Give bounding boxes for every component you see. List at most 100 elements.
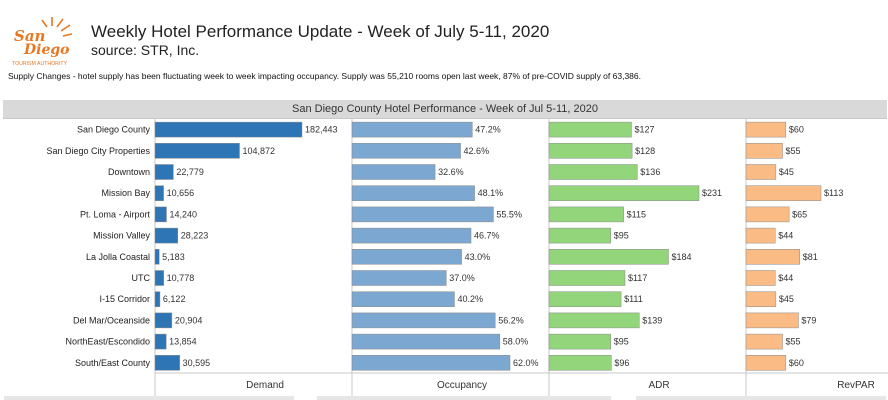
bar	[548, 270, 626, 286]
category-label: San Diego City Properties	[46, 146, 150, 156]
data-label: $55	[786, 146, 801, 156]
data-label: 58.0%	[503, 337, 529, 347]
bar	[351, 227, 472, 244]
data-label: $44	[778, 273, 793, 283]
data-label: $113	[824, 188, 843, 198]
data-label: 43.0%	[465, 252, 491, 262]
bar	[351, 270, 447, 286]
bar	[351, 355, 511, 371]
data-label: 37.0%	[449, 273, 475, 283]
data-label: 40.2%	[457, 294, 483, 304]
bar	[745, 355, 787, 371]
bar	[154, 333, 167, 350]
panel-title: Occupancy	[437, 380, 487, 391]
page-subtitle: source: STR, Inc.	[91, 42, 200, 58]
supply-note: Supply Changes - hotel supply has been f…	[8, 71, 641, 81]
data-label: 5,183	[162, 252, 185, 262]
sun-icon	[41, 17, 73, 37]
bar	[154, 270, 164, 286]
bar	[548, 121, 632, 138]
data-label: $127	[634, 125, 654, 135]
bar	[154, 291, 161, 307]
category-label: NorthEast/Escondido	[65, 337, 150, 347]
bar	[745, 270, 776, 286]
panel-title: ADR	[648, 380, 669, 391]
bar	[745, 291, 777, 307]
bar	[351, 164, 436, 180]
data-label: $231	[702, 188, 722, 198]
data-label: 6,122	[163, 294, 186, 304]
data-label: $128	[635, 146, 655, 156]
bar	[154, 206, 167, 223]
data-label: 32.6%	[438, 167, 464, 177]
bar	[548, 143, 633, 159]
next-chart-header-stub	[317, 396, 611, 400]
data-label: $81	[803, 252, 818, 262]
bar	[351, 333, 501, 350]
category-label: Mission Bay	[101, 188, 150, 198]
category-label: South/East County	[75, 358, 151, 368]
category-label: Pt. Loma - Airport	[80, 209, 151, 219]
data-label: $55	[786, 337, 801, 347]
bar	[351, 249, 462, 265]
data-label: $115	[627, 209, 646, 219]
data-label: $60	[789, 358, 804, 368]
data-label: $139	[642, 315, 662, 325]
bar	[351, 291, 455, 307]
data-label: 47.2%	[475, 125, 501, 135]
data-label: $95	[614, 231, 629, 241]
bar	[745, 143, 783, 159]
logo-tagline: TOURISM AUTHORITY	[12, 61, 67, 67]
bar	[351, 143, 461, 159]
bar	[548, 355, 612, 371]
bar	[154, 312, 173, 329]
data-label: 56.2%	[498, 315, 524, 325]
data-label: $95	[614, 337, 629, 347]
data-label: 48.1%	[478, 188, 504, 198]
chart-title: San Diego County Hotel Performance - Wee…	[3, 100, 887, 119]
bar	[351, 121, 473, 138]
data-label: $184	[671, 252, 691, 262]
bar	[548, 312, 640, 329]
bar	[154, 249, 160, 265]
data-label: $45	[779, 294, 794, 304]
page-title: Weekly Hotel Performance Update - Week o…	[91, 22, 550, 41]
category-label: Mission Valley	[93, 231, 150, 241]
bar	[745, 333, 783, 350]
data-label: 22,779	[176, 167, 204, 177]
next-chart-header-stub	[4, 396, 294, 400]
data-label: $45	[779, 167, 794, 177]
data-label: 10,656	[167, 188, 195, 198]
data-label: 182,443	[305, 125, 338, 135]
bar	[745, 249, 801, 265]
data-label: 14,240	[169, 209, 197, 219]
san-diego-logo: San Diego TOURISM AUTHORITY	[12, 17, 73, 67]
category-label: San Diego County	[77, 125, 151, 135]
panel-title: Demand	[246, 380, 284, 391]
data-label: 13,854	[169, 337, 197, 347]
bar	[548, 249, 669, 265]
bar	[548, 206, 624, 223]
bar	[745, 121, 787, 138]
data-label: $65	[792, 209, 807, 219]
logo-text-diego: Diego	[23, 42, 70, 58]
data-label: 28,223	[181, 231, 209, 241]
data-label: $96	[614, 358, 629, 368]
bar	[154, 121, 303, 138]
bar	[351, 312, 496, 329]
bar	[154, 227, 178, 244]
data-label: 46.7%	[474, 231, 500, 241]
bar	[548, 185, 700, 201]
data-label: 62.0%	[513, 358, 539, 368]
data-label: $136	[640, 167, 660, 177]
data-label: 30,595	[183, 358, 211, 368]
logo-text-san: San	[14, 27, 45, 45]
bar	[548, 227, 611, 244]
bar	[154, 164, 174, 180]
data-label: 20,904	[175, 315, 203, 325]
data-label: $79	[801, 315, 816, 325]
bar	[351, 206, 494, 223]
data-label: 55.5%	[496, 209, 522, 219]
data-label: $44	[778, 231, 793, 241]
